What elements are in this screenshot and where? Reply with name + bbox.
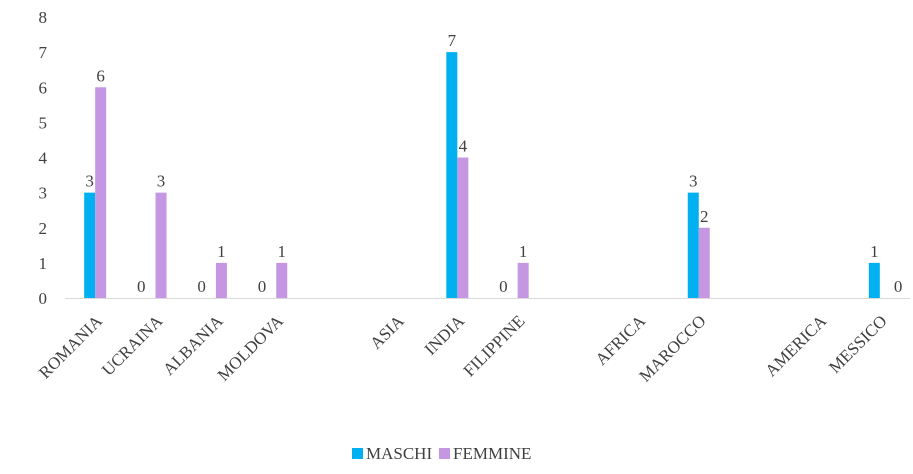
data-label: 0 <box>137 277 146 296</box>
x-tick-label: ASIA <box>366 311 408 353</box>
y-tick-label: 8 <box>39 8 48 27</box>
y-tick-label: 3 <box>39 184 48 203</box>
legend-label: MASCHI <box>366 444 432 463</box>
y-tick-label: 0 <box>39 289 48 308</box>
y-tick-label: 5 <box>39 113 48 132</box>
y-tick-label: 2 <box>39 219 48 238</box>
x-tick-label: MESSICO <box>825 311 891 377</box>
data-label: 1 <box>278 242 287 261</box>
data-label: 0 <box>258 277 267 296</box>
data-label: 4 <box>459 137 468 156</box>
data-label: 0 <box>197 277 206 296</box>
bar-femmine <box>517 262 529 298</box>
data-label: 3 <box>157 172 166 191</box>
x-tick-label: INDIA <box>421 311 469 359</box>
legend: MASCHI FEMMINE <box>352 444 531 463</box>
bar-femmine <box>95 87 107 298</box>
data-label: 1 <box>217 242 226 261</box>
bars <box>84 52 880 298</box>
bar-maschi <box>84 192 96 298</box>
y-tick-label: 4 <box>39 149 48 168</box>
y-tick-label: 7 <box>39 43 48 62</box>
x-tick-label: ROMANIA <box>35 311 106 382</box>
x-tick-label: AFRICA <box>592 311 650 369</box>
legend-swatch <box>439 448 450 459</box>
x-tick-label: UCRAINA <box>98 311 167 380</box>
data-label: 1 <box>519 242 528 261</box>
data-label: 7 <box>448 31 457 50</box>
x-tick-label: FILIPPINE <box>460 311 529 380</box>
x-tick-label: AMERICA <box>761 311 830 380</box>
bar-femmine <box>276 262 288 298</box>
data-label: 1 <box>870 242 879 261</box>
legend-label: FEMMINE <box>453 444 531 463</box>
bar-femmine <box>698 227 710 298</box>
data-label: 2 <box>700 207 709 226</box>
data-label: 0 <box>499 277 508 296</box>
y-tick-label: 6 <box>39 78 48 97</box>
bar-femmine <box>155 192 167 298</box>
data-labels: 3 0 0 0 7 0 3 1 6 3 1 1 4 1 2 0 <box>85 31 902 296</box>
bar-maschi <box>687 192 699 298</box>
x-tick-label: MOLDOVA <box>214 311 288 385</box>
bar-femmine <box>457 157 469 298</box>
bar-maschi <box>446 52 458 298</box>
legend-swatch <box>352 448 363 459</box>
data-label: 6 <box>96 66 105 85</box>
data-label: 3 <box>85 172 94 191</box>
data-label: 0 <box>894 277 903 296</box>
bar-femmine <box>215 262 227 298</box>
y-tick-label: 1 <box>39 254 48 273</box>
bar-maschi <box>868 262 880 298</box>
data-label: 3 <box>689 172 698 191</box>
